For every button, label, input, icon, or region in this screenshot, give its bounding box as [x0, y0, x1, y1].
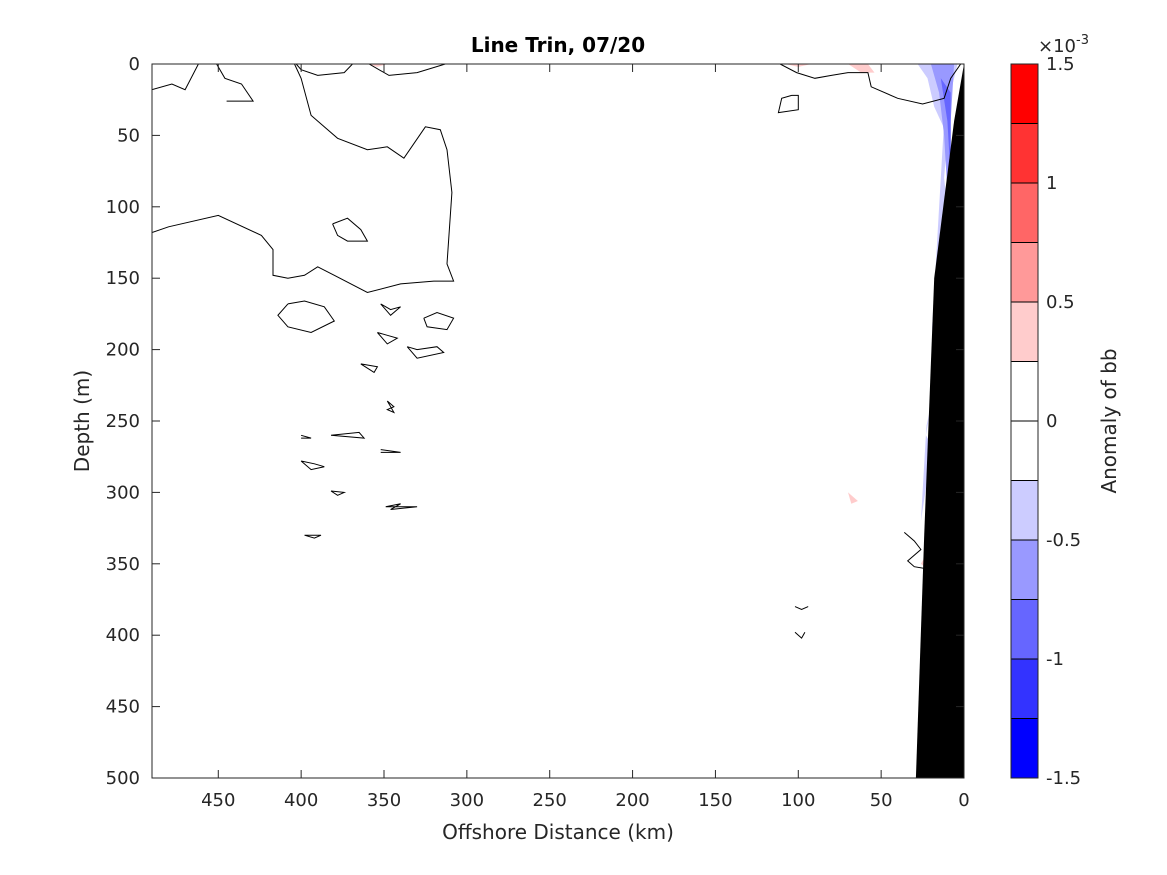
colorbar-tick-label-3: 0 [1046, 411, 1057, 432]
negative-anomaly-patch-11 [755, 763, 776, 773]
colorbar-tick-label-6: -1.5 [1046, 768, 1081, 789]
y-tick-label-500: 500 [106, 768, 140, 789]
positive-anomaly-patch-0 [848, 64, 875, 73]
colorbar-segment-6 [1010, 420, 1039, 481]
zero-contour-6 [777, 94, 799, 114]
negative-anomaly-patch-4 [818, 349, 855, 387]
colorbar-segment-4 [1010, 301, 1039, 362]
zero-contour-14 [386, 400, 396, 414]
x-tick-label-250: 250 [533, 790, 567, 811]
negative-anomaly-patch-9 [864, 706, 918, 764]
negative-anomaly-patch-2 [940, 78, 951, 264]
chart-title: Line Trin, 07/20 [471, 33, 645, 57]
zero-contour-12 [406, 346, 445, 359]
negative-anomaly-patch-6 [688, 72, 703, 87]
colorbar-segment-11 [1010, 718, 1039, 779]
y-tick-label-450: 450 [106, 697, 140, 718]
negative-anomaly-patch-7 [811, 421, 832, 441]
zero-contour-1 [216, 64, 255, 102]
zero-contour-23 [794, 631, 806, 639]
zero-contour-24 [903, 532, 931, 570]
colorbar-segment-5 [1010, 361, 1039, 422]
x-tick-label-100: 100 [781, 790, 815, 811]
y-tick-label-50: 50 [117, 125, 140, 146]
x-tick-label-150: 150 [698, 790, 732, 811]
x-tick-label-300: 300 [450, 790, 484, 811]
y-tick-label-100: 100 [106, 197, 140, 218]
zero-contour-15 [300, 434, 312, 439]
colorbar: 1.5 1 0.5 0 -0.5 -1 -1.5 [1010, 54, 1081, 789]
negative-anomaly-patch-8 [798, 686, 888, 721]
zero-contour-7 [332, 217, 369, 242]
y-tick-label-200: 200 [106, 340, 140, 361]
zero-contour-lines [152, 64, 962, 639]
colorbar-segment-3 [1010, 242, 1039, 303]
x-tick-label-350: 350 [367, 790, 401, 811]
y-tick-label-350: 350 [106, 554, 140, 575]
x-tick-label-450: 450 [201, 790, 235, 811]
y-axis: 0 50 100 150 200 250 300 350 400 450 500 [106, 54, 964, 789]
colorbar-segment-8 [1010, 539, 1039, 600]
colorbar-segment-2 [1010, 182, 1039, 243]
negative-anomaly-patch-5 [536, 64, 570, 70]
zero-contour-19 [330, 490, 347, 496]
zero-contour-11 [377, 332, 399, 345]
zero-contour-17 [300, 460, 325, 471]
zero-contour-8 [277, 300, 336, 334]
colorbar-tick-label-1: 1 [1046, 173, 1057, 194]
zero-contour-21 [304, 534, 322, 539]
colorbar-segment-9 [1010, 599, 1039, 660]
zero-contour-0 [152, 64, 199, 91]
y-tick-label-150: 150 [106, 268, 140, 289]
x-tick-label-0: 0 [958, 790, 969, 811]
zero-contour-2 [152, 64, 455, 294]
colorbar-tick-label-4: -0.5 [1046, 530, 1081, 551]
y-axis-title: Depth (m) [70, 370, 94, 472]
colorbar-segment-0 [1010, 63, 1039, 124]
x-axis: 450 400 350 300 250 200 150 100 50 0 [201, 64, 970, 811]
colorbar-exponent-power: -3 [1076, 33, 1089, 48]
colorbar-tick-label-0: 1.5 [1046, 54, 1075, 75]
plot-background [152, 64, 964, 778]
colorbar-tick-label-5: -1 [1046, 649, 1064, 670]
zero-contour-16 [330, 431, 366, 439]
x-axis-title: Offshore Distance (km) [442, 820, 674, 844]
zero-contour-4 [368, 64, 446, 76]
colorbar-segment-10 [1010, 658, 1039, 719]
zero-contour-9 [380, 303, 401, 317]
y-tick-label-400: 400 [106, 625, 140, 646]
zero-contour-20 [385, 503, 418, 510]
zero-contour-22 [794, 606, 809, 611]
colorbar-tick-label-2: 0.5 [1046, 292, 1075, 313]
negative-anomaly-patch-10 [771, 646, 799, 658]
positive-anomaly-patch-1 [367, 64, 388, 67]
x-tick-label-200: 200 [615, 790, 649, 811]
zero-contour-3 [295, 64, 353, 76]
zero-contour-18 [380, 449, 401, 453]
y-tick-label-300: 300 [106, 482, 140, 503]
zero-contour-10 [423, 311, 455, 331]
seafloor-mask [915, 64, 964, 778]
positive-anomaly-patch-4 [848, 492, 858, 504]
zero-contour-5 [779, 64, 962, 105]
colorbar-segment-7 [1010, 480, 1039, 541]
y-tick-label-0: 0 [129, 54, 140, 75]
x-tick-label-50: 50 [870, 790, 893, 811]
colorbar-exponent-base: ×10 [1038, 36, 1076, 57]
zero-contour-13 [360, 363, 379, 374]
x-tick-label-400: 400 [284, 790, 318, 811]
bathymetry-mask [915, 64, 964, 778]
y-tick-label-250: 250 [106, 411, 140, 432]
negative-anomaly-patch-3 [821, 192, 935, 436]
colorbar-frame [1010, 63, 1039, 779]
colorbar-segment-1 [1010, 123, 1039, 184]
colorbar-label: Anomaly of bb [1097, 348, 1121, 493]
colorbar-exponent: ×10-3 [1038, 33, 1089, 57]
